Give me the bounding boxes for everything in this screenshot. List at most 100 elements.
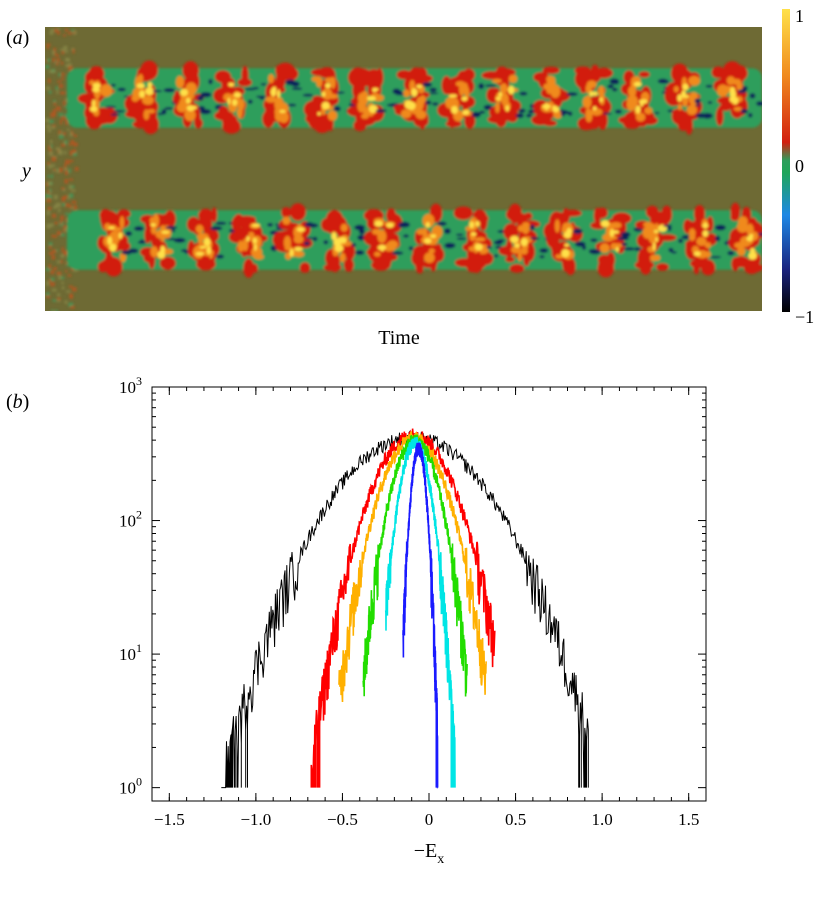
positive-structure — [241, 66, 249, 84]
positive-structure — [661, 205, 672, 224]
noise-speck — [46, 86, 50, 91]
positive-structure-strong — [737, 216, 748, 227]
x-tick-label: 1.0 — [592, 810, 613, 829]
peak-structure — [564, 243, 570, 247]
positive-structure-strong — [138, 73, 144, 85]
positive-structure — [308, 116, 323, 129]
positive-structure — [597, 110, 608, 130]
negative-structure — [590, 238, 598, 242]
negative-structure — [152, 90, 163, 93]
positive-structure-strong — [339, 252, 346, 263]
positive-structure-strong — [327, 93, 338, 99]
negative-structure — [471, 111, 481, 118]
noise-speck — [55, 147, 61, 151]
colorbar: 1 0 −1 — [782, 6, 814, 327]
positive-structure-strong — [327, 110, 338, 121]
peak-structure — [380, 246, 384, 252]
positive-structure — [505, 256, 515, 263]
noise-speck — [55, 202, 61, 208]
positive-structure-strong — [551, 76, 556, 90]
peak-structure — [561, 248, 570, 258]
noise-speck — [61, 286, 65, 290]
noise-speck — [66, 290, 71, 293]
positive-structure-strong — [428, 248, 435, 254]
positive-structure-strong — [673, 86, 679, 93]
positive-structure-strong — [696, 237, 707, 246]
negative-structure — [105, 105, 117, 108]
negative-structure — [707, 101, 713, 104]
positive-structure — [228, 231, 247, 244]
axes-ticks: −1.5 −1.0 −0.5 0 0.5 1.0 1.5 100 101 102 103 — [119, 374, 706, 829]
noise-speck — [57, 299, 61, 303]
positive-structure — [289, 203, 306, 221]
peak-structure — [372, 87, 377, 93]
negative-structure — [215, 221, 227, 225]
peak-structure — [430, 234, 437, 239]
noise-speck — [54, 221, 58, 225]
noise-speck — [59, 119, 63, 125]
negative-structure — [573, 228, 583, 235]
positive-structure-strong — [554, 219, 560, 233]
positive-structure — [730, 202, 741, 222]
peak-structure — [118, 232, 123, 240]
negative-structure — [323, 240, 329, 245]
peak-structure — [416, 84, 423, 89]
positive-structure-strong — [590, 108, 603, 116]
positive-structure-strong — [704, 242, 712, 249]
negative-structure — [200, 92, 212, 98]
peak-structure — [749, 234, 754, 238]
negative-structure — [110, 83, 116, 87]
positive-structure-strong — [677, 103, 683, 111]
heatmap-structures — [45, 27, 762, 311]
noise-speck — [61, 197, 66, 200]
noise-speck — [70, 206, 75, 210]
negative-structure — [709, 256, 722, 259]
noise-speck — [53, 112, 56, 117]
peak-structure — [251, 223, 260, 227]
positive-structure-strong — [132, 87, 143, 100]
negative-structure — [663, 224, 673, 227]
peak-structure — [386, 222, 394, 228]
noise-speck — [58, 72, 61, 77]
noise-speck — [60, 215, 64, 221]
peak-structure — [294, 246, 303, 251]
noise-speck — [61, 247, 64, 253]
positive-structure — [211, 207, 218, 223]
negative-structure — [354, 224, 365, 231]
positive-structure — [262, 112, 274, 124]
noise-speck — [68, 31, 72, 35]
negative-structure — [515, 113, 524, 119]
negative-structure — [113, 110, 125, 113]
positive-structure-strong — [400, 109, 412, 119]
negative-structure — [494, 254, 499, 258]
noise-speck — [52, 168, 57, 172]
noise-speck — [64, 163, 67, 169]
negative-structure — [478, 83, 485, 90]
noise-speck — [60, 48, 65, 51]
positive-structure — [711, 66, 726, 79]
positive-structure-strong — [598, 85, 605, 98]
positive-structure — [275, 70, 286, 90]
peak-structure — [544, 102, 549, 111]
noise-speck — [63, 45, 68, 50]
positive-structure-strong — [585, 83, 592, 94]
noise-speck — [69, 131, 73, 137]
peak-structure — [474, 243, 483, 251]
peak-structure — [191, 105, 198, 110]
positive-structure-strong — [374, 251, 381, 257]
positive-structure-strong — [150, 246, 158, 258]
positive-structure-strong — [726, 76, 735, 85]
noise-speck — [58, 134, 64, 139]
positive-structure-strong — [282, 216, 291, 225]
positive-structure — [638, 71, 650, 78]
positive-structure-strong — [143, 109, 150, 120]
noise-speck — [60, 233, 65, 237]
positive-structure-strong — [251, 246, 263, 258]
noise-speck — [64, 270, 68, 273]
noise-speck — [53, 267, 57, 271]
series-group — [221, 428, 589, 789]
y-tick-label: 102 — [119, 508, 142, 531]
negative-structure — [574, 241, 586, 247]
peak-structure — [461, 96, 468, 102]
negative-structure — [526, 113, 532, 118]
